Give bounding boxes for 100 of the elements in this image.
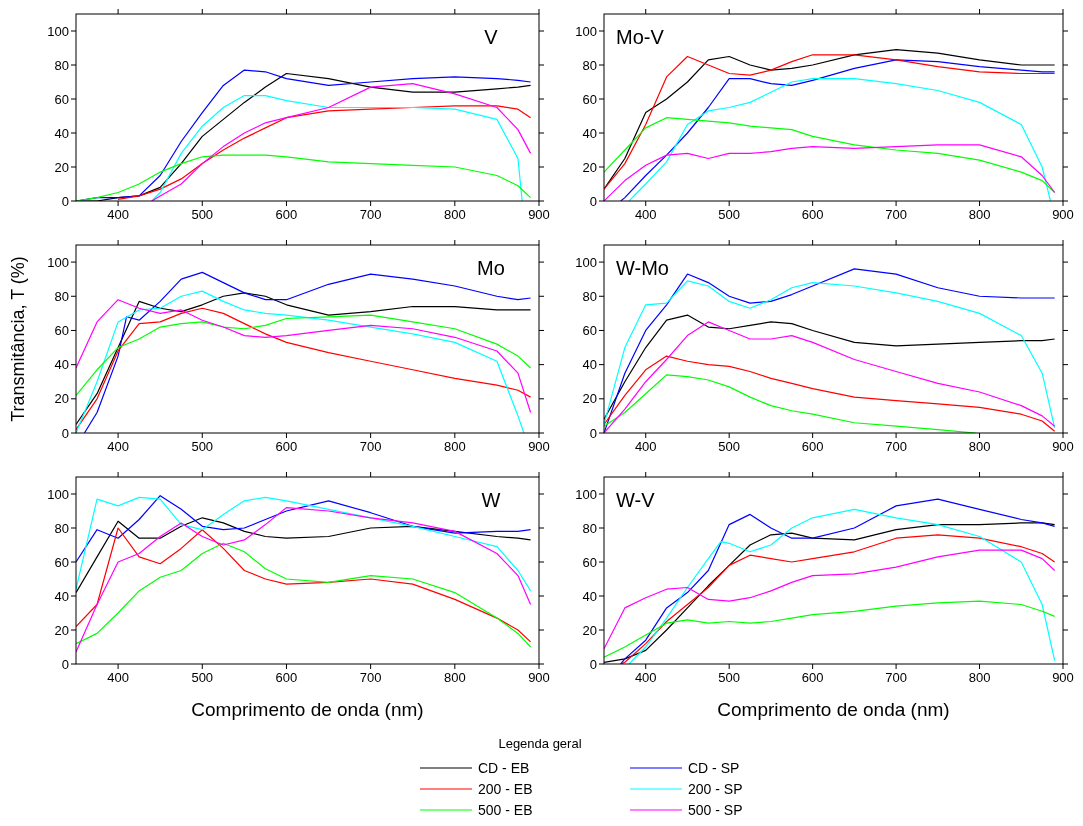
annotation: Mo-V bbox=[616, 26, 665, 48]
legend-label: CD - SP bbox=[688, 759, 740, 776]
x-tick-label: 600 bbox=[801, 670, 824, 685]
x-tick-label: 400 bbox=[107, 670, 129, 685]
y-tick-label: 60 bbox=[54, 323, 69, 338]
x-tick-label: 500 bbox=[191, 439, 214, 454]
x-tick-label: 900 bbox=[528, 207, 550, 222]
y-tick-label: 100 bbox=[575, 254, 597, 270]
y-tick-label: 100 bbox=[47, 486, 69, 502]
line-series bbox=[76, 527, 532, 643]
x-tick-label: 600 bbox=[801, 439, 824, 454]
legend-label: 200 - EB bbox=[478, 780, 533, 797]
x-tick-label: 700 bbox=[359, 439, 382, 454]
line-series bbox=[604, 321, 1056, 433]
x-tick-label: 800 bbox=[443, 670, 466, 685]
x-axis-title: Comprimento de onda (nm) bbox=[717, 699, 950, 720]
annotation: W-Mo bbox=[616, 257, 669, 279]
y-tick-label: 60 bbox=[54, 554, 69, 570]
x-tick-label: 900 bbox=[1052, 439, 1074, 454]
y-tick-label: 40 bbox=[54, 357, 69, 373]
y-tick-label: 20 bbox=[54, 391, 69, 407]
x-tick-label: 400 bbox=[634, 207, 657, 222]
y-tick-label: 40 bbox=[582, 357, 597, 373]
y-tick-label: 80 bbox=[582, 288, 597, 304]
x-tick-label: 900 bbox=[528, 670, 550, 685]
y-tick-label: 20 bbox=[582, 622, 597, 638]
x-tick-label: 800 bbox=[968, 439, 991, 454]
x-axis-title: Comprimento de onda (nm) bbox=[191, 699, 424, 720]
line-series bbox=[604, 144, 1056, 201]
y-tick-label: 100 bbox=[47, 23, 69, 39]
y-tick-label: 40 bbox=[582, 588, 597, 604]
y-tick-label: 20 bbox=[54, 622, 69, 638]
x-tick-label: 500 bbox=[718, 207, 741, 222]
y-tick-label: 100 bbox=[575, 486, 597, 502]
line-series bbox=[604, 600, 1056, 658]
legend-label: CD - EB bbox=[478, 759, 530, 776]
y-tick-label: 20 bbox=[54, 159, 69, 175]
legend-label: 500 - SP bbox=[688, 801, 743, 818]
y-tick-label: 60 bbox=[582, 554, 597, 570]
x-tick-label: 900 bbox=[1052, 670, 1074, 685]
y-tick-label: 100 bbox=[47, 254, 69, 270]
annotation: W bbox=[481, 489, 501, 511]
line-series bbox=[76, 314, 532, 396]
x-tick-label: 800 bbox=[968, 207, 991, 222]
x-tick-label: 900 bbox=[1052, 207, 1074, 222]
line-series bbox=[76, 495, 532, 563]
x-tick-label: 400 bbox=[634, 670, 657, 685]
y-tick-label: 80 bbox=[582, 520, 597, 536]
x-tick-label: 800 bbox=[443, 207, 466, 222]
annotation: W-V bbox=[616, 489, 656, 511]
y-tick-label: 0 bbox=[61, 193, 69, 209]
y-tick-label: 100 bbox=[575, 23, 597, 39]
x-tick-label: 600 bbox=[275, 207, 298, 222]
line-series bbox=[76, 507, 532, 653]
legend-label: 200 - SP bbox=[688, 780, 743, 797]
x-tick-label: 700 bbox=[359, 670, 382, 685]
x-tick-label: 700 bbox=[885, 207, 907, 222]
line-series bbox=[76, 542, 532, 648]
x-tick-label: 500 bbox=[718, 439, 741, 454]
y-tick-label: 40 bbox=[54, 125, 69, 141]
y-axis-title: Transmitância, T (%) bbox=[8, 256, 28, 422]
x-tick-label: 600 bbox=[801, 207, 824, 222]
y-tick-label: 40 bbox=[54, 588, 69, 604]
x-tick-label: 400 bbox=[107, 439, 129, 454]
x-tick-label: 800 bbox=[968, 670, 991, 685]
legend-title: Legenda geral bbox=[498, 736, 582, 751]
x-tick-label: 700 bbox=[885, 670, 907, 685]
line-series bbox=[117, 105, 532, 200]
y-tick-label: 80 bbox=[54, 288, 69, 304]
y-tick-label: 60 bbox=[582, 91, 597, 107]
x-tick-label: 500 bbox=[191, 207, 214, 222]
x-tick-label: 400 bbox=[634, 439, 657, 454]
y-tick-label: 80 bbox=[54, 520, 69, 536]
annotation: V bbox=[484, 26, 499, 48]
x-tick-label: 500 bbox=[718, 670, 741, 685]
x-tick-label: 800 bbox=[443, 439, 466, 454]
y-tick-label: 0 bbox=[589, 425, 597, 441]
line-series bbox=[628, 78, 1052, 201]
y-tick-label: 60 bbox=[582, 323, 597, 338]
x-tick-label: 600 bbox=[275, 439, 298, 454]
y-tick-label: 80 bbox=[54, 57, 69, 73]
annotation: Mo bbox=[477, 257, 505, 279]
x-tick-label: 400 bbox=[107, 207, 129, 222]
y-tick-label: 0 bbox=[589, 656, 597, 672]
y-tick-label: 0 bbox=[589, 193, 597, 209]
x-tick-label: 500 bbox=[191, 670, 214, 685]
y-tick-label: 40 bbox=[582, 125, 597, 141]
line-series bbox=[604, 549, 1056, 650]
line-series bbox=[604, 355, 1056, 432]
y-tick-label: 0 bbox=[61, 425, 69, 441]
x-tick-label: 600 bbox=[275, 670, 298, 685]
x-tick-label: 900 bbox=[528, 439, 550, 454]
y-tick-label: 20 bbox=[582, 159, 597, 175]
y-tick-label: 80 bbox=[582, 57, 597, 73]
x-tick-label: 700 bbox=[885, 439, 907, 454]
x-tick-label: 700 bbox=[359, 207, 382, 222]
legend-label: 500 - EB bbox=[478, 801, 533, 818]
y-tick-label: 0 bbox=[61, 656, 69, 672]
y-tick-label: 60 bbox=[54, 91, 69, 107]
y-tick-label: 20 bbox=[582, 391, 597, 407]
